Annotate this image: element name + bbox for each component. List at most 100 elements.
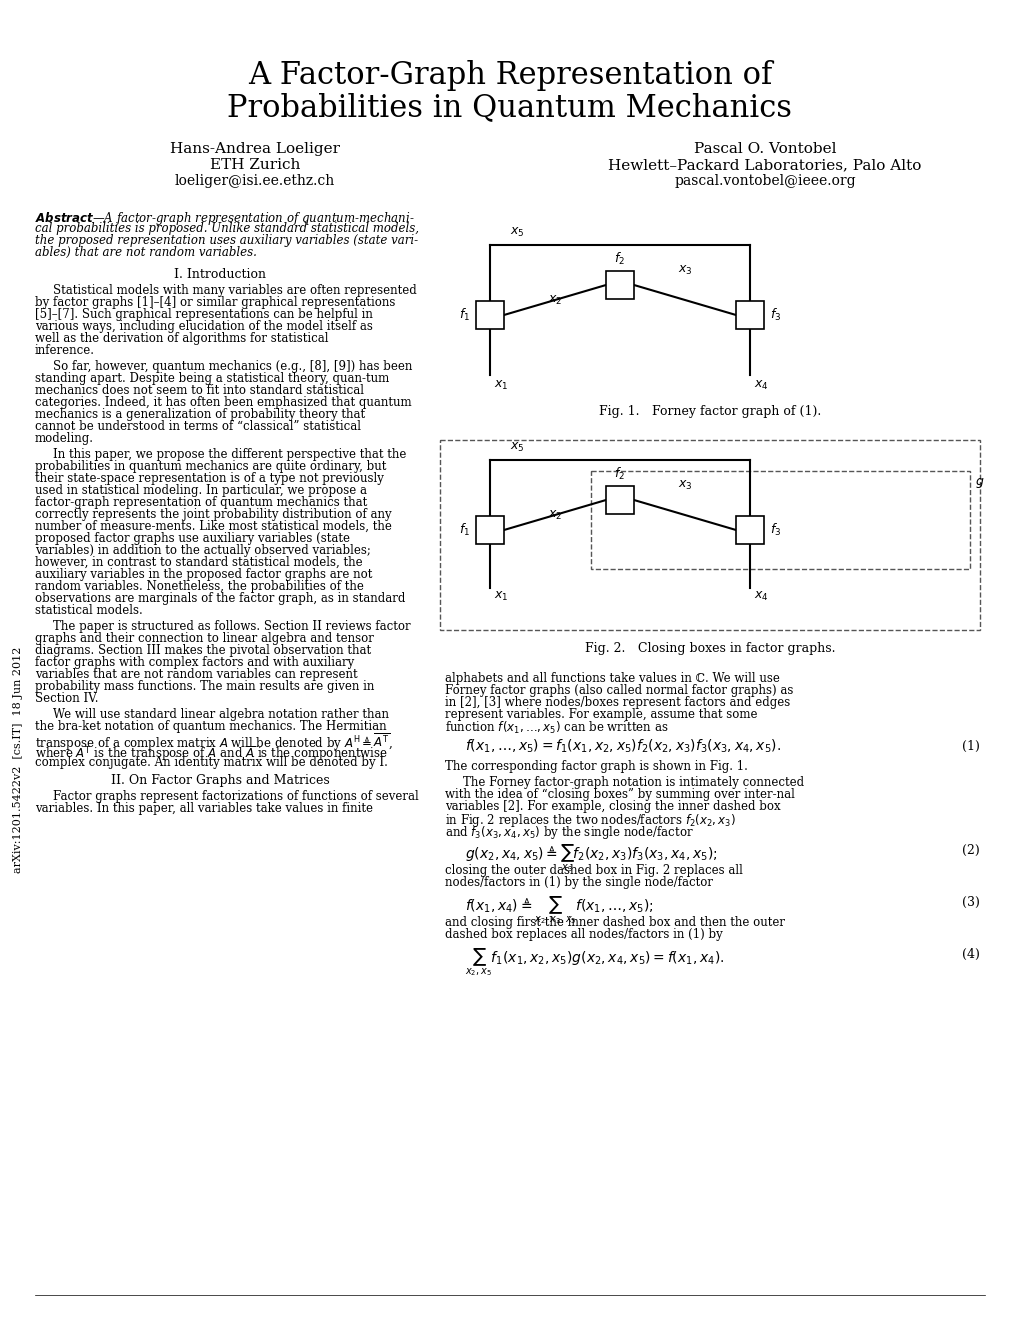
- Text: ETH Zurich: ETH Zurich: [210, 158, 300, 172]
- Text: The paper is structured as follows. Section II reviews factor: The paper is structured as follows. Sect…: [53, 620, 411, 634]
- Text: categories. Indeed, it has often been emphasized that quantum: categories. Indeed, it has often been em…: [35, 396, 412, 409]
- Text: proposed factor graphs use auxiliary variables (state: proposed factor graphs use auxiliary var…: [35, 532, 350, 545]
- Text: loeliger@isi.ee.ethz.ch: loeliger@isi.ee.ethz.ch: [174, 174, 335, 187]
- Text: the bra-ket notation of quantum mechanics. The Hermitian: the bra-ket notation of quantum mechanic…: [35, 719, 386, 733]
- Text: $g$: $g$: [974, 477, 983, 490]
- Text: inference.: inference.: [35, 345, 95, 356]
- Text: $g(x_2,x_4,x_5) \triangleq \sum_{x_3} f_2(x_2,x_3)f_3(x_3,x_4,x_5);$: $g(x_2,x_4,x_5) \triangleq \sum_{x_3} f_…: [465, 842, 717, 874]
- Text: $x_3$: $x_3$: [677, 264, 692, 277]
- Text: $x_2$: $x_2$: [547, 294, 561, 308]
- Text: $f(x_1,\ldots,x_5) = f_1(x_1,x_2,x_5)f_2(x_2,x_3)f_3(x_3,x_4,x_5).$: $f(x_1,\ldots,x_5) = f_1(x_1,x_2,x_5)f_2…: [465, 738, 781, 755]
- Text: $f_1$: $f_1$: [459, 308, 470, 323]
- Text: (1): (1): [961, 741, 979, 752]
- Text: auxiliary variables in the proposed factor graphs are not: auxiliary variables in the proposed fact…: [35, 568, 372, 581]
- Text: used in statistical modeling. In particular, we propose a: used in statistical modeling. In particu…: [35, 484, 367, 498]
- Text: variables. In this paper, all variables take values in finite: variables. In this paper, all variables …: [35, 803, 373, 814]
- Text: and $f_3(x_3,x_4,x_5)$ by the single node/factor: and $f_3(x_3,x_4,x_5)$ by the single nod…: [444, 824, 693, 841]
- Text: $\bfit{Abstract}$—A factor-graph representation of quantum-mechani-: $\bfit{Abstract}$—A factor-graph represe…: [35, 210, 414, 227]
- Text: (2): (2): [961, 843, 979, 857]
- Text: $x_4$: $x_4$: [753, 590, 768, 603]
- Bar: [736, 301, 763, 329]
- Text: mechanics does not seem to fit into standard statistical: mechanics does not seem to fit into stan…: [35, 384, 364, 397]
- Text: $\sum_{x_2,x_5} f_1(x_1,x_2,x_5)g(x_2,x_4,x_5) = f(x_1,x_4).$: $\sum_{x_2,x_5} f_1(x_1,x_2,x_5)g(x_2,x_…: [465, 946, 723, 978]
- Text: function $f(x_1,\ldots,x_5)$ can be written as: function $f(x_1,\ldots,x_5)$ can be writ…: [444, 719, 667, 737]
- Text: A Factor-Graph Representation of: A Factor-Graph Representation of: [248, 59, 771, 91]
- Text: variables [2]. For example, closing the inner dashed box: variables [2]. For example, closing the …: [444, 800, 780, 813]
- Text: cal probabilities is proposed. Unlike standard statistical models,: cal probabilities is proposed. Unlike st…: [35, 222, 419, 235]
- Bar: [590, 471, 969, 569]
- Text: $x_1$: $x_1$: [493, 379, 507, 392]
- Bar: [736, 516, 763, 544]
- Text: graphs and their connection to linear algebra and tensor: graphs and their connection to linear al…: [35, 632, 374, 645]
- Text: $f_2$: $f_2$: [613, 466, 625, 482]
- Text: factor graphs with complex factors and with auxiliary: factor graphs with complex factors and w…: [35, 656, 354, 669]
- Bar: [476, 301, 503, 329]
- Text: however, in contrast to standard statistical models, the: however, in contrast to standard statist…: [35, 556, 363, 569]
- Text: $x_4$: $x_4$: [753, 379, 768, 392]
- Bar: [605, 486, 634, 513]
- Text: mechanics is a generalization of probability theory that: mechanics is a generalization of probabi…: [35, 408, 365, 421]
- Text: $f_3$: $f_3$: [769, 308, 781, 323]
- Bar: [439, 440, 979, 630]
- Text: $x_3$: $x_3$: [677, 479, 692, 492]
- Text: represent variables. For example, assume that some: represent variables. For example, assume…: [444, 708, 757, 721]
- Text: (3): (3): [961, 896, 979, 909]
- Text: So far, however, quantum mechanics (e.g., [8], [9]) has been: So far, however, quantum mechanics (e.g.…: [53, 360, 412, 374]
- Text: well as the derivation of algorithms for statistical: well as the derivation of algorithms for…: [35, 333, 328, 345]
- Text: with the idea of “closing boxes” by summing over inter-nal: with the idea of “closing boxes” by summ…: [444, 788, 794, 801]
- Text: $x_1$: $x_1$: [493, 590, 507, 603]
- Text: $f_1$: $f_1$: [459, 521, 470, 539]
- Text: $f(x_1,x_4) \triangleq \sum_{x_2,x_3,x_5} f(x_1,\ldots,x_5);$: $f(x_1,x_4) \triangleq \sum_{x_2,x_3,x_5…: [465, 894, 653, 925]
- Bar: [476, 516, 503, 544]
- Text: complex conjugate. An identity matrix will be denoted by I.: complex conjugate. An identity matrix wi…: [35, 756, 387, 770]
- Text: random variables. Nonetheless, the probabilities of the: random variables. Nonetheless, the proba…: [35, 579, 364, 593]
- Text: $x_2$: $x_2$: [547, 510, 561, 521]
- Text: transpose of a complex matrix $A$ will be denoted by $A^{\mathsf{H}} \triangleq : transpose of a complex matrix $A$ will b…: [35, 733, 392, 754]
- Text: Hans-Andrea Loeliger: Hans-Andrea Loeliger: [170, 143, 339, 156]
- Text: variables that are not random variables can represent: variables that are not random variables …: [35, 668, 358, 681]
- Text: Forney factor graphs (also called normal factor graphs) as: Forney factor graphs (also called normal…: [444, 684, 793, 697]
- Text: cannot be understood in terms of “classical” statistical: cannot be understood in terms of “classi…: [35, 420, 361, 433]
- Text: $x_5$: $x_5$: [510, 226, 524, 239]
- Text: by factor graphs [1]–[4] or similar graphical representations: by factor graphs [1]–[4] or similar grap…: [35, 296, 395, 309]
- Text: their state-space representation is of a type not previously: their state-space representation is of a…: [35, 473, 383, 484]
- Text: I. Introduction: I. Introduction: [174, 268, 266, 281]
- Text: in [2], [3] where nodes/boxes represent factors and edges: in [2], [3] where nodes/boxes represent …: [444, 696, 790, 709]
- Text: and closing first the inner dashed box and then the outer: and closing first the inner dashed box a…: [444, 916, 785, 929]
- Text: alphabets and all functions take values in ℂ. We will use: alphabets and all functions take values …: [444, 672, 780, 685]
- Text: In this paper, we propose the different perspective that the: In this paper, we propose the different …: [53, 447, 406, 461]
- Text: Fig. 2. Closing boxes in factor graphs.: Fig. 2. Closing boxes in factor graphs.: [584, 642, 835, 655]
- Bar: [605, 271, 634, 300]
- Text: Hewlett–Packard Laboratories, Palo Alto: Hewlett–Packard Laboratories, Palo Alto: [607, 158, 921, 172]
- Text: Pascal O. Vontobel: Pascal O. Vontobel: [693, 143, 836, 156]
- Text: The corresponding factor graph is shown in Fig. 1.: The corresponding factor graph is shown …: [444, 760, 747, 774]
- Text: various ways, including elucidation of the model itself as: various ways, including elucidation of t…: [35, 319, 373, 333]
- Text: observations are marginals of the factor graph, as in standard: observations are marginals of the factor…: [35, 591, 405, 605]
- Text: $x_5$: $x_5$: [510, 441, 524, 454]
- Text: arXiv:1201.5422v2  [cs.IT]  18 Jun 2012: arXiv:1201.5422v2 [cs.IT] 18 Jun 2012: [13, 647, 23, 874]
- Text: Statistical models with many variables are often represented: Statistical models with many variables a…: [53, 284, 417, 297]
- Text: dashed box replaces all nodes/factors in (1) by: dashed box replaces all nodes/factors in…: [444, 928, 722, 941]
- Text: [5]–[7]. Such graphical representations can be helpful in: [5]–[7]. Such graphical representations …: [35, 308, 373, 321]
- Text: variables) in addition to the actually observed variables;: variables) in addition to the actually o…: [35, 544, 371, 557]
- Text: Section IV.: Section IV.: [35, 692, 99, 705]
- Text: The Forney factor-graph notation is intimately connected: The Forney factor-graph notation is inti…: [463, 776, 803, 789]
- Text: diagrams. Section III makes the pivotal observation that: diagrams. Section III makes the pivotal …: [35, 644, 371, 657]
- Text: $f_3$: $f_3$: [769, 521, 781, 539]
- Text: the proposed representation uses auxiliary variables (state vari-: the proposed representation uses auxilia…: [35, 234, 418, 247]
- Text: II. On Factor Graphs and Matrices: II. On Factor Graphs and Matrices: [110, 774, 329, 787]
- Text: ables) that are not random variables.: ables) that are not random variables.: [35, 246, 257, 259]
- Text: $f_2$: $f_2$: [613, 251, 625, 267]
- Text: in Fig. 2 replaces the two nodes/factors $f_2(x_2,x_3)$: in Fig. 2 replaces the two nodes/factors…: [444, 812, 736, 829]
- Text: pascal.vontobel@ieee.org: pascal.vontobel@ieee.org: [674, 174, 855, 187]
- Text: number of measure-ments. Like most statistical models, the: number of measure-ments. Like most stati…: [35, 520, 391, 533]
- Text: probabilities in quantum mechanics are quite ordinary, but: probabilities in quantum mechanics are q…: [35, 459, 386, 473]
- Text: Fig. 1. Forney factor graph of (1).: Fig. 1. Forney factor graph of (1).: [598, 405, 820, 418]
- Text: We will use standard linear algebra notation rather than: We will use standard linear algebra nota…: [53, 708, 388, 721]
- Text: probability mass functions. The main results are given in: probability mass functions. The main res…: [35, 680, 374, 693]
- Text: nodes/factors in (1) by the single node/factor: nodes/factors in (1) by the single node/…: [444, 876, 712, 888]
- Text: standing apart. Despite being a statistical theory, quan-tum: standing apart. Despite being a statisti…: [35, 372, 389, 385]
- Text: where $A^{\mathsf{T}}$ is the transpose of $A$ and $\overline{A}$ is the compone: where $A^{\mathsf{T}}$ is the transpose …: [35, 744, 387, 763]
- Text: closing the outer dashed box in Fig. 2 replaces all: closing the outer dashed box in Fig. 2 r…: [444, 865, 742, 876]
- Text: Probabilities in Quantum Mechanics: Probabilities in Quantum Mechanics: [227, 92, 792, 123]
